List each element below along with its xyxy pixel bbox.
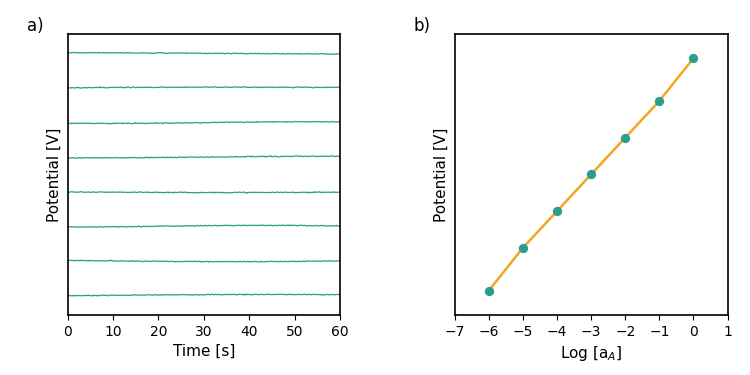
Point — [585, 171, 597, 177]
Point — [483, 288, 495, 294]
Point — [620, 135, 632, 141]
Y-axis label: Potential [V]: Potential [V] — [434, 127, 449, 222]
Point — [517, 245, 529, 251]
Point — [551, 208, 563, 214]
Point — [688, 55, 700, 61]
X-axis label: Time [s]: Time [s] — [172, 344, 235, 359]
Y-axis label: Potential [V]: Potential [V] — [47, 127, 62, 222]
Text: a): a) — [26, 17, 44, 35]
Point — [653, 98, 665, 104]
Text: b): b) — [414, 17, 430, 35]
X-axis label: Log [a$_A$]: Log [a$_A$] — [560, 344, 622, 363]
